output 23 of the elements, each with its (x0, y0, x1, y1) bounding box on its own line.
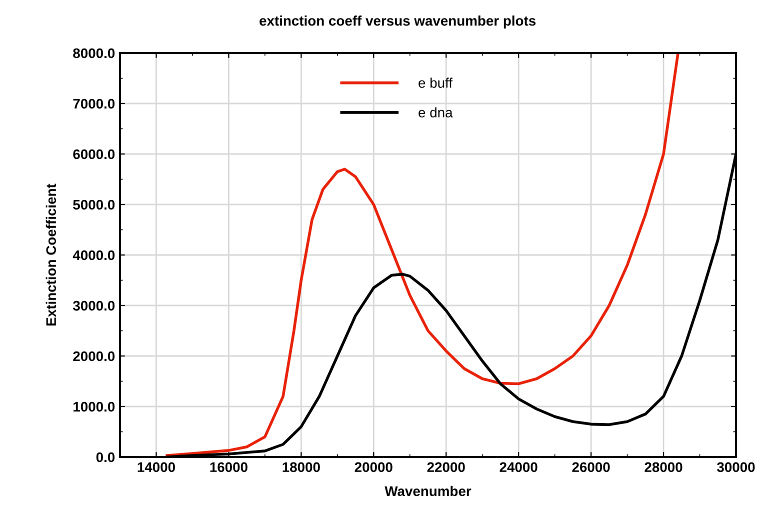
y-tick-label: 6000.0 (73, 149, 115, 160)
x-tick-label: 16000 (210, 462, 248, 472)
y-tick-label: 3000.0 (72, 300, 115, 311)
y-tick-label: 7000.0 (73, 98, 115, 109)
y-tick-label: 8000.0 (73, 48, 115, 58)
x-tick-label: 20000 (354, 462, 392, 472)
x-tick-label: 30000 (717, 462, 755, 472)
x-tick-label: 14000 (138, 462, 175, 472)
y-tick-label: 0.0 (96, 452, 115, 462)
x-tick-label: 26000 (572, 462, 610, 472)
y-tick-label: 4000.0 (72, 250, 115, 260)
legend-label: e buff (418, 78, 453, 88)
chart-title: extinction coeff versus wavenumber plots (260, 16, 536, 28)
x-tick-label: 28000 (644, 462, 682, 472)
x-tick-label: 18000 (282, 462, 320, 472)
legend-label: e dna (418, 107, 453, 118)
y-tick-label: 1000.0 (74, 402, 115, 412)
y-axis-title: Extinction Coefficient (46, 184, 56, 326)
x-tick-label: 24000 (500, 462, 538, 472)
x-axis-title: Wavenumber (384, 486, 472, 496)
y-tick-label: 5000.0 (73, 200, 115, 210)
x-tick-label: 22000 (427, 462, 465, 472)
y-tick-label: 2000.0 (73, 351, 115, 362)
